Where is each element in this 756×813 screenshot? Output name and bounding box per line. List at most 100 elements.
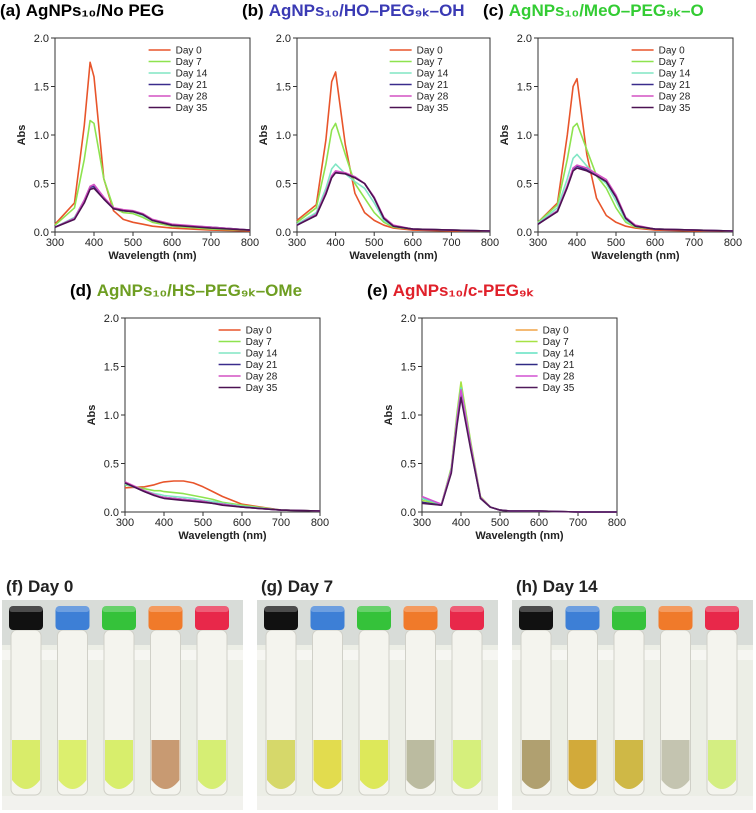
plot-frame	[421, 317, 618, 513]
x-tick-label: 400	[568, 237, 586, 249]
x-axis-label: Wavelength (nm)	[108, 250, 197, 262]
tube-cap	[565, 606, 600, 630]
tube-cap	[403, 606, 438, 630]
tube-cap	[658, 606, 693, 630]
y-axis-label: Abs	[86, 405, 98, 426]
legend-label: Day 35	[417, 103, 449, 114]
spectrum-line	[296, 172, 491, 232]
x-tick-label: 800	[311, 517, 329, 529]
spectrum-line	[54, 61, 251, 232]
cap-shine	[264, 606, 298, 612]
x-tick-label: 400	[155, 517, 173, 529]
tube-cap	[148, 606, 183, 630]
tube-cap	[612, 606, 646, 630]
x-tick-label: 700	[569, 517, 587, 529]
spectrum-line	[537, 167, 734, 232]
y-tick-label: 0.5	[34, 179, 49, 191]
x-tick-label: 600	[530, 517, 548, 529]
legend-label: Day 21	[417, 80, 449, 91]
tube-cap	[310, 606, 345, 630]
x-tick-label: 700	[685, 237, 703, 249]
y-tick-label: 1.5	[517, 82, 532, 94]
legend-label: Day 21	[246, 360, 278, 371]
x-tick-label: 700	[272, 517, 290, 529]
y-tick-label: 1.5	[34, 82, 49, 94]
x-tick-label: 300	[46, 237, 64, 249]
y-tick-label: 2.0	[34, 33, 49, 45]
y-axis-label: Abs	[499, 125, 511, 146]
plot-frame	[124, 317, 321, 513]
cap-shine	[612, 606, 646, 612]
photo-title: Day 0	[28, 577, 73, 596]
y-tick-label: 1.5	[401, 362, 416, 374]
panel-label: (a)	[0, 1, 21, 20]
tube-liquid	[708, 740, 736, 789]
x-tick-label: 300	[413, 517, 431, 529]
tube-liquid	[313, 740, 342, 789]
tube-cap	[55, 606, 90, 630]
cap-shine	[403, 606, 438, 612]
rack-front	[512, 796, 753, 810]
legend-label: Day 7	[246, 337, 273, 348]
legend-label: Day 14	[659, 69, 691, 80]
legend-label: Day 7	[176, 57, 203, 68]
photo-title: Day 7	[288, 577, 333, 596]
legend-label: Day 7	[543, 337, 570, 348]
y-tick-label: 1.0	[34, 130, 49, 142]
y-tick-label: 1.0	[104, 410, 119, 422]
title-text: AgNPs₁₀/HO–PEG₉ₖ–OH	[269, 1, 465, 20]
cap-shine	[565, 606, 600, 612]
x-tick-label: 400	[452, 517, 470, 529]
tube-cap	[102, 606, 136, 630]
y-tick-label: 1.0	[401, 410, 416, 422]
spectrum-line	[421, 385, 617, 513]
spectrum-line	[537, 165, 734, 232]
tube-cap	[519, 606, 553, 630]
legend-label: Day 28	[417, 92, 449, 103]
spectrum-line	[54, 183, 251, 231]
legend-label: Day 21	[176, 80, 208, 91]
legend-label: Day 28	[246, 372, 278, 383]
x-tick-label: 500	[194, 517, 212, 529]
x-tick-label: 500	[607, 237, 625, 249]
y-tick-label: 1.5	[276, 82, 291, 94]
x-axis-label: Wavelength (nm)	[349, 250, 438, 262]
spectrum-line	[537, 77, 733, 232]
x-tick-label: 800	[481, 237, 499, 249]
title-text: AgNPs₁₀/HS–PEG₉ₖ–OMe	[97, 281, 302, 300]
spectrum-line	[421, 381, 617, 513]
title-text: AgNPs₁₀/c-PEG₉ₖ	[393, 281, 535, 300]
photo-caption: (g) Day 7	[261, 577, 333, 596]
spectrum-line	[296, 171, 491, 232]
spectrum-line	[421, 387, 617, 513]
y-axis-label: Abs	[16, 125, 28, 146]
spectrum-line	[124, 483, 321, 512]
legend-label: Day 0	[176, 46, 203, 57]
spectrum-line	[124, 482, 321, 512]
spectrum-line	[537, 153, 734, 232]
y-tick-label: 0.5	[401, 459, 416, 471]
legend-label: Day 7	[417, 57, 444, 68]
y-tick-label: 0.0	[401, 507, 416, 519]
legend-label: Day 35	[246, 383, 278, 394]
tube-cap	[9, 606, 43, 630]
y-tick-label: 1.5	[104, 362, 119, 374]
tube-cap	[195, 606, 229, 630]
legend-label: Day 0	[659, 46, 686, 57]
panel-label: (d)	[70, 281, 92, 300]
legend-label: Day 0	[543, 326, 570, 337]
tube-cap	[264, 606, 298, 630]
photo-title: Day 14	[543, 577, 598, 596]
legend-label: Day 14	[246, 349, 278, 360]
tube-liquid	[58, 740, 87, 789]
title-text: AgNPs₁₀/MeO–PEG₉ₖ–O	[509, 1, 704, 20]
spectrum-line	[421, 389, 617, 513]
tube-liquid	[151, 740, 180, 789]
legend-label: Day 28	[176, 92, 208, 103]
tube-liquid	[615, 740, 643, 789]
x-tick-label: 400	[326, 237, 344, 249]
photo-caption: (f) Day 0	[6, 577, 73, 596]
tube-liquid	[522, 740, 550, 789]
x-tick-label: 800	[241, 237, 259, 249]
spectrum-line	[54, 119, 251, 231]
